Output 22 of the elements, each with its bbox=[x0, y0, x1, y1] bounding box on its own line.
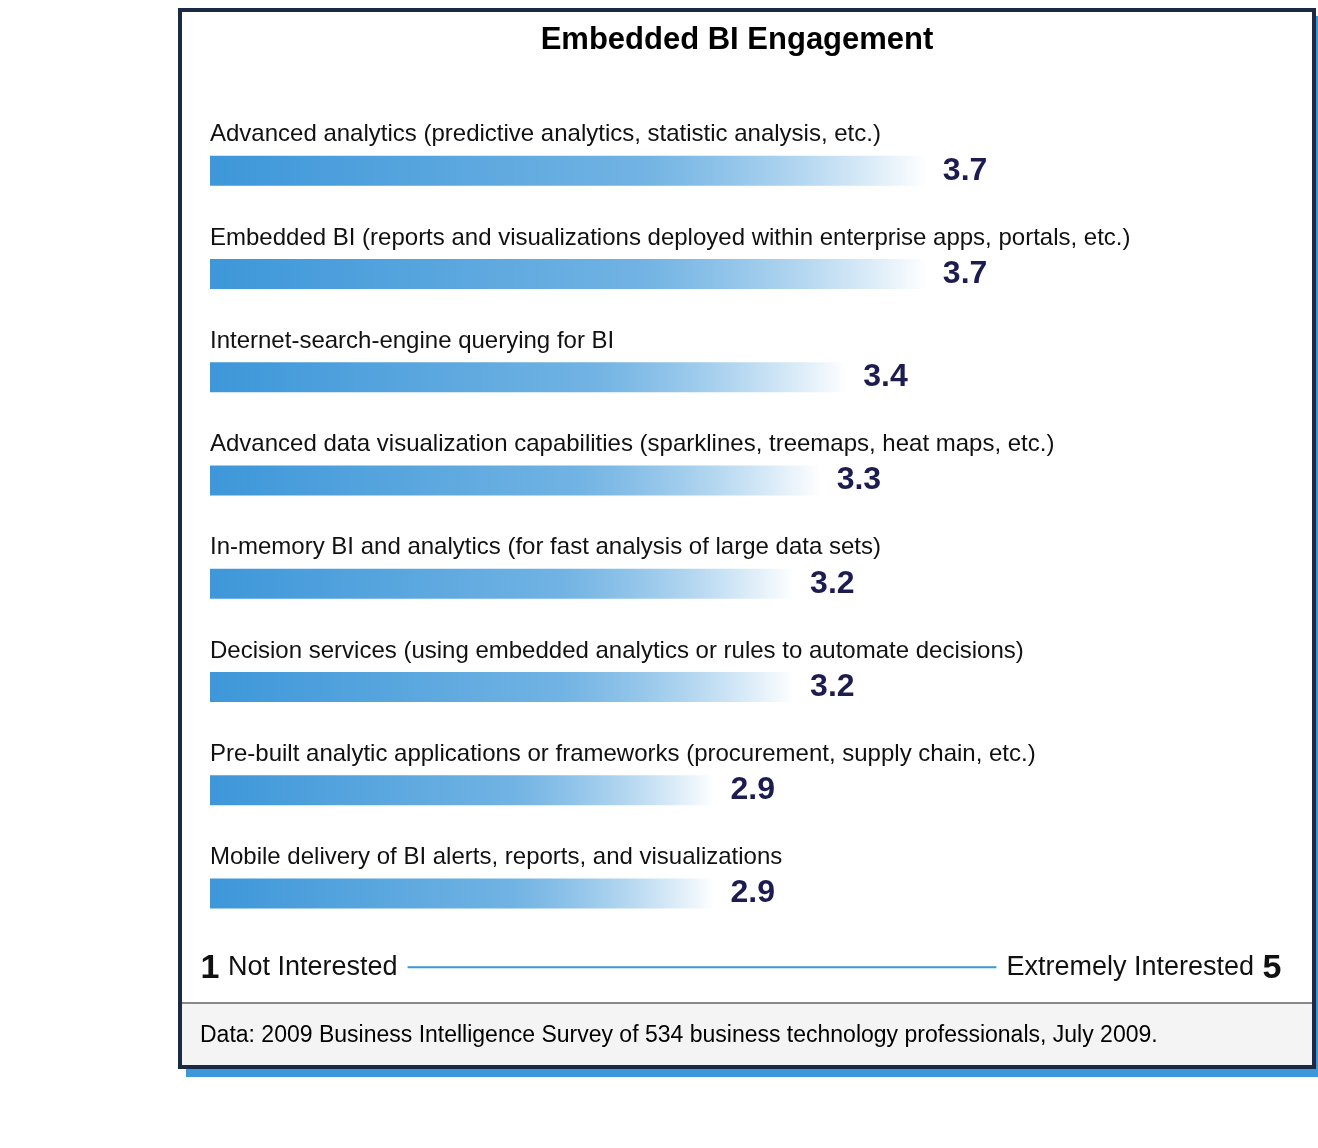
y-tick-label: Embedded BI (reports and visualizations deployed within enterprise apps, portals, etc.) bbox=[210, 222, 1131, 250]
y-tick-label: Advanced data visualization capabilities (sparklines, treemaps, heat maps, etc.) bbox=[210, 429, 1055, 457]
y-tick-label: Mobile delivery of BI alerts, reports, and visualizations bbox=[210, 842, 783, 870]
data-label: 2.9 bbox=[730, 770, 775, 807]
data-label: 3.3 bbox=[836, 460, 882, 497]
y-tick-label: Internet-search-engine querying for BI bbox=[210, 325, 615, 353]
text: Data: 2009 Business Intelligence Survey of 534 business technology professionals, July 2009. bbox=[182, 1002, 1312, 1066]
y-tick-label: Pre-built analytic applications or frameworks (procurement, supply chain, etc.) bbox=[210, 738, 1036, 766]
x-tick-label: 1 bbox=[200, 946, 220, 985]
data-label: 3.7 bbox=[942, 253, 988, 290]
text: Extremely Interested bbox=[1006, 950, 1254, 981]
y-tick-label: Decision services (using embedded analytics or rules to automate decisions) bbox=[210, 635, 1024, 663]
text: Not Interested bbox=[228, 950, 398, 981]
y-tick-label: In-memory BI and analytics (for fast analysis of large data sets) bbox=[210, 532, 881, 560]
chart-title: Embedded BI Engagement bbox=[540, 21, 934, 57]
data-label: 3.2 bbox=[810, 563, 855, 600]
data-label: 2.9 bbox=[730, 873, 775, 910]
x-tick-label: 5 bbox=[1262, 946, 1282, 985]
y-tick-label: Advanced analytics (predictive analytics, statistic analysis, etc.) bbox=[210, 119, 881, 147]
data-label: 3.2 bbox=[810, 666, 855, 703]
data-label: 3.4 bbox=[863, 357, 908, 394]
data-label: 3.7 bbox=[942, 150, 988, 187]
